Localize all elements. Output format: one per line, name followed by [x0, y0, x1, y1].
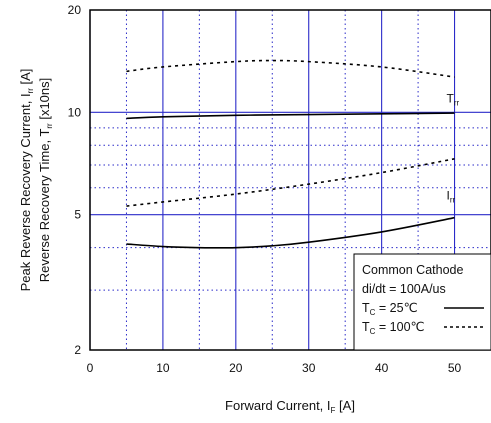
- legend-box: [353, 253, 491, 351]
- legend: Common Cathode di/dt = 100A/us TC = 25℃ …: [353, 253, 491, 351]
- series-label-trr: Trr: [447, 91, 460, 107]
- series-label-irr: Irr: [447, 188, 456, 204]
- y-tick-label-10: 10: [68, 105, 82, 119]
- x-axis-title: Forward Current, IF [A]: [225, 398, 355, 415]
- x-tick-label-30: 30: [302, 361, 316, 375]
- x-tick-label-40: 40: [375, 361, 389, 375]
- legend-title: Common Cathode: [362, 263, 463, 277]
- series-irr-100c-line: [126, 158, 455, 207]
- x-tick-label-0: 0: [87, 361, 94, 375]
- legend-entry-100c-label: TC = 100℃: [362, 320, 425, 336]
- series-irr-25c-line: [126, 216, 455, 249]
- y-tick-label-2: 2: [74, 343, 81, 357]
- x-tick-label-20: 20: [229, 361, 243, 375]
- x-tick-label-50: 50: [448, 361, 462, 375]
- y-tick-label-5: 5: [74, 208, 81, 222]
- tick-labels: 0 10 20 30 40 50 2 5 10 20: [68, 3, 462, 375]
- x-tick-label-10: 10: [156, 361, 170, 375]
- series-group: [126, 59, 455, 249]
- plot-frame: [89, 9, 491, 351]
- annotations: Trr Irr: [447, 91, 460, 204]
- y-axis-title-line1: Peak Reverse Recovery Current, Irr [A]: [18, 69, 35, 292]
- legend-condition: di/dt = 100A/us: [362, 282, 446, 296]
- series-trr-25c-line: [126, 112, 455, 120]
- legend-entry-25c-label: TC = 25℃: [362, 301, 418, 317]
- y-tick-label-20: 20: [68, 3, 82, 17]
- y-axis-title-line2: Reverse Recovery Time, Trr [x10ns]: [37, 78, 54, 283]
- series-trr-100c-line: [126, 59, 455, 78]
